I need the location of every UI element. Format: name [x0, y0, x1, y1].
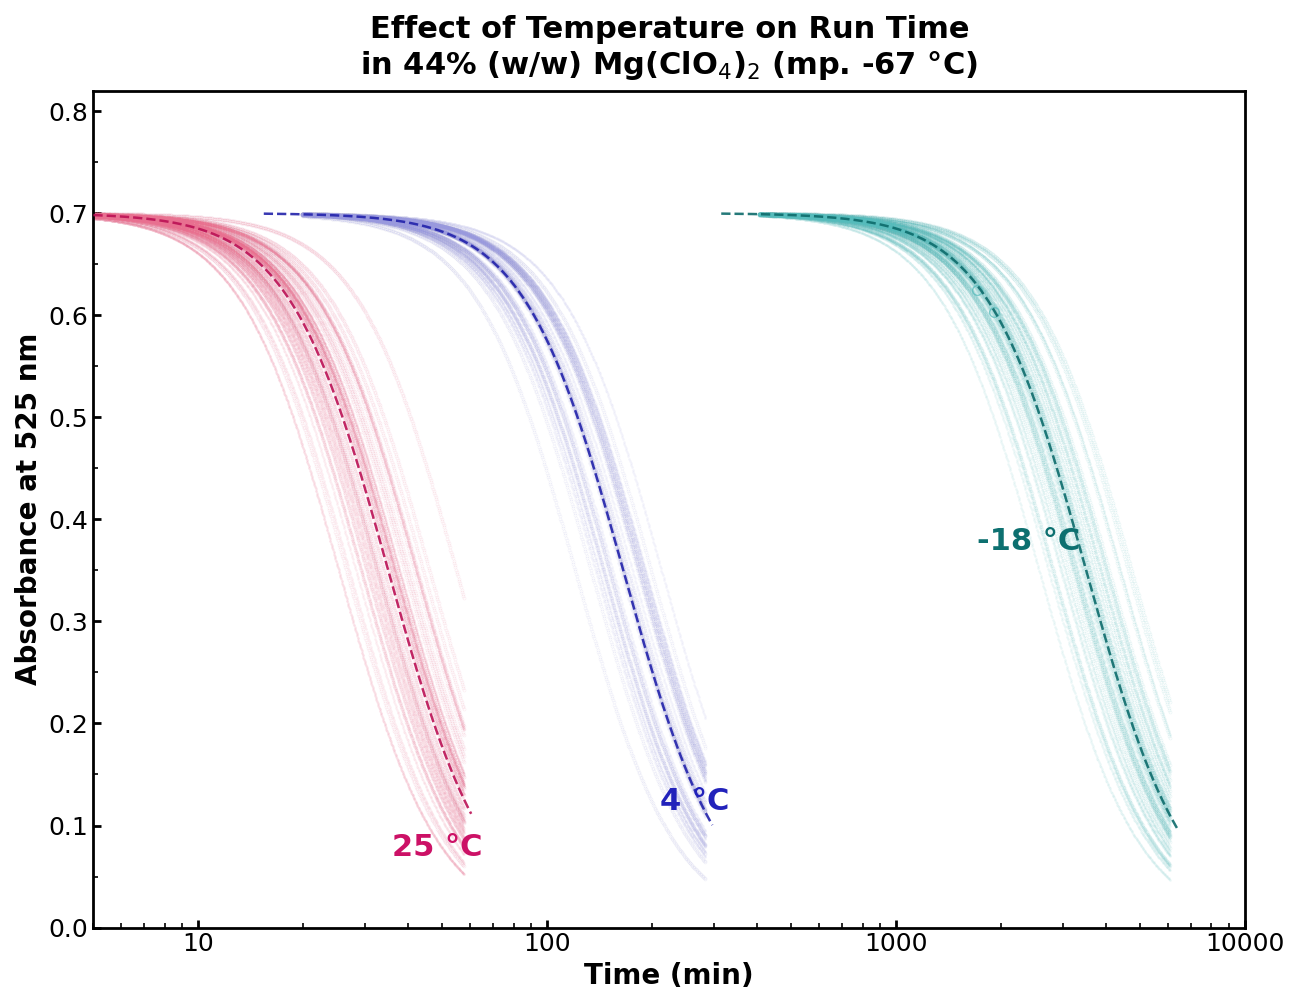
Title: Effect of Temperature on Run Time
in 44% (w/w) Mg(ClO$_4$)$_2$ (mp. -67 °C): Effect of Temperature on Run Time in 44%…	[360, 15, 978, 82]
Text: -18 °C: -18 °C	[976, 527, 1080, 556]
Y-axis label: Absorbance at 525 nm: Absorbance at 525 nm	[16, 333, 43, 685]
Text: 25 °C: 25 °C	[393, 833, 484, 862]
Text: 4 °C: 4 °C	[660, 787, 729, 816]
X-axis label: Time (min): Time (min)	[585, 962, 754, 990]
